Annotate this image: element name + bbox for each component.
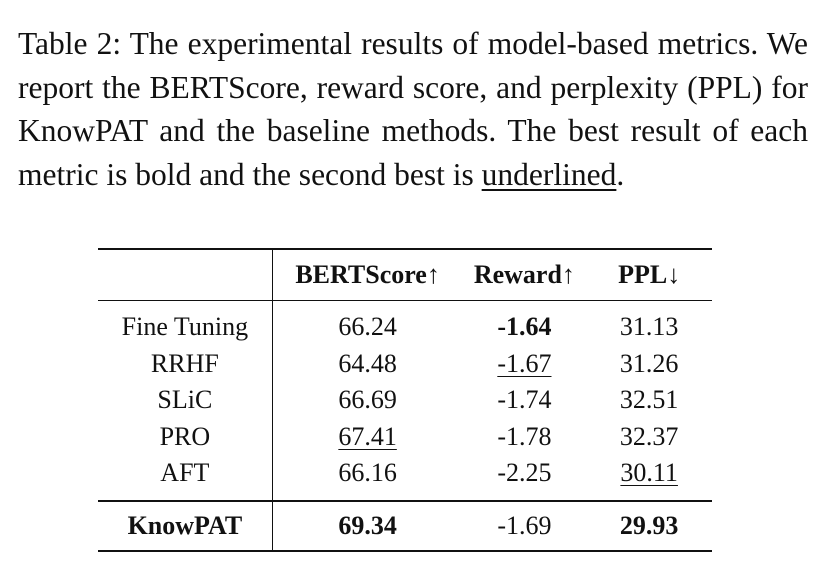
cell-ppl-best: 29.93: [586, 499, 712, 552]
cell-reward: -1.69: [462, 499, 587, 552]
results-table-wrapper: BERTScore↑ Reward↑ PPL↓ Fine Tuning 66.2…: [98, 248, 712, 552]
cell-reward: -1.74: [497, 385, 552, 415]
cell-reward: -2.25: [497, 458, 552, 488]
cell-method: Fine Tuning: [98, 300, 273, 346]
cell-bertscore: 66.24: [338, 312, 397, 342]
table-row-pro: PRO 67.41 -1.78 32.37: [98, 418, 712, 456]
underlined-value: -1.67: [497, 348, 552, 378]
cell-bertscore: 66.16: [338, 458, 397, 488]
cell-ppl: 31.26: [619, 348, 679, 378]
cell-method: PRO: [98, 418, 273, 455]
table-row-aft: AFT 66.16 -2.25 30.11: [98, 455, 712, 501]
cell-bertscore: 66.69: [338, 385, 397, 415]
cell-method: AFT: [98, 455, 273, 501]
table-caption: Table 2: The experimental results of mod…: [18, 22, 808, 196]
table-header-row: BERTScore↑ Reward↑ PPL↓: [98, 248, 712, 301]
caption-period: .: [616, 156, 625, 192]
table-row-rrhf: RRHF 64.48 -1.67 31.26: [98, 345, 712, 383]
header-method: [98, 248, 273, 301]
cell-ppl: 32.51: [619, 385, 679, 415]
table-row-fine-tuning: Fine Tuning 66.24 -1.64 31.13: [98, 300, 712, 346]
table-row-slic: SLiC 66.69 -1.74 32.51: [98, 382, 712, 419]
cell-ppl: 32.37: [619, 421, 679, 451]
cell-bertscore-second: 67.41: [272, 419, 462, 456]
cell-ppl-second: 30.11: [586, 455, 712, 501]
caption-underlined-word: underlined: [481, 156, 617, 192]
results-table: BERTScore↑ Reward↑ PPL↓ Fine Tuning 66.2…: [98, 248, 712, 552]
cell-bertscore: 64.48: [338, 348, 397, 378]
cell-method: SLiC: [98, 382, 273, 419]
table-row-knowpat: KnowPAT 69.34 -1.69 29.93: [98, 499, 712, 552]
cell-bertscore-best: 69.34: [272, 499, 463, 552]
caption-text: Table 2: The experimental results of mod…: [18, 26, 808, 192]
header-bertscore: BERTScore↑: [272, 248, 463, 301]
cell-method: RRHF: [98, 345, 273, 382]
cell-reward-second: -1.67: [462, 346, 586, 383]
cell-reward: -1.78: [497, 421, 552, 451]
cell-reward-best: -1.64: [497, 312, 552, 342]
cell-ppl: 31.13: [619, 312, 679, 342]
header-ppl: PPL↓: [586, 248, 712, 301]
cell-method-proposed: KnowPAT: [98, 499, 273, 552]
underlined-value: 67.41: [338, 421, 397, 451]
header-reward: Reward↑: [462, 248, 587, 301]
underlined-value: 30.11: [620, 458, 678, 488]
